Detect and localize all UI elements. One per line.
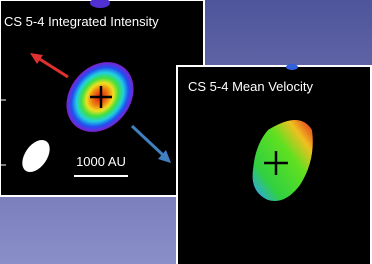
intensity-panel: CS 5-4 Integrated Intensity 1000 AU xyxy=(0,0,204,196)
blob xyxy=(286,64,298,70)
panel-title: CS 5-4 Mean Velocity xyxy=(188,79,314,94)
scale-label: 1000 AU xyxy=(76,154,126,169)
figure: CS 5-4 Integrated Intensity 1000 AU CS 5… xyxy=(0,0,372,264)
panel-title: CS 5-4 Integrated Intensity xyxy=(4,14,159,29)
page: CS 5-4 Integrated Intensity 1000 AU CS 5… xyxy=(0,0,372,264)
velocity-panel: CS 5-4 Mean Velocity xyxy=(177,64,371,264)
